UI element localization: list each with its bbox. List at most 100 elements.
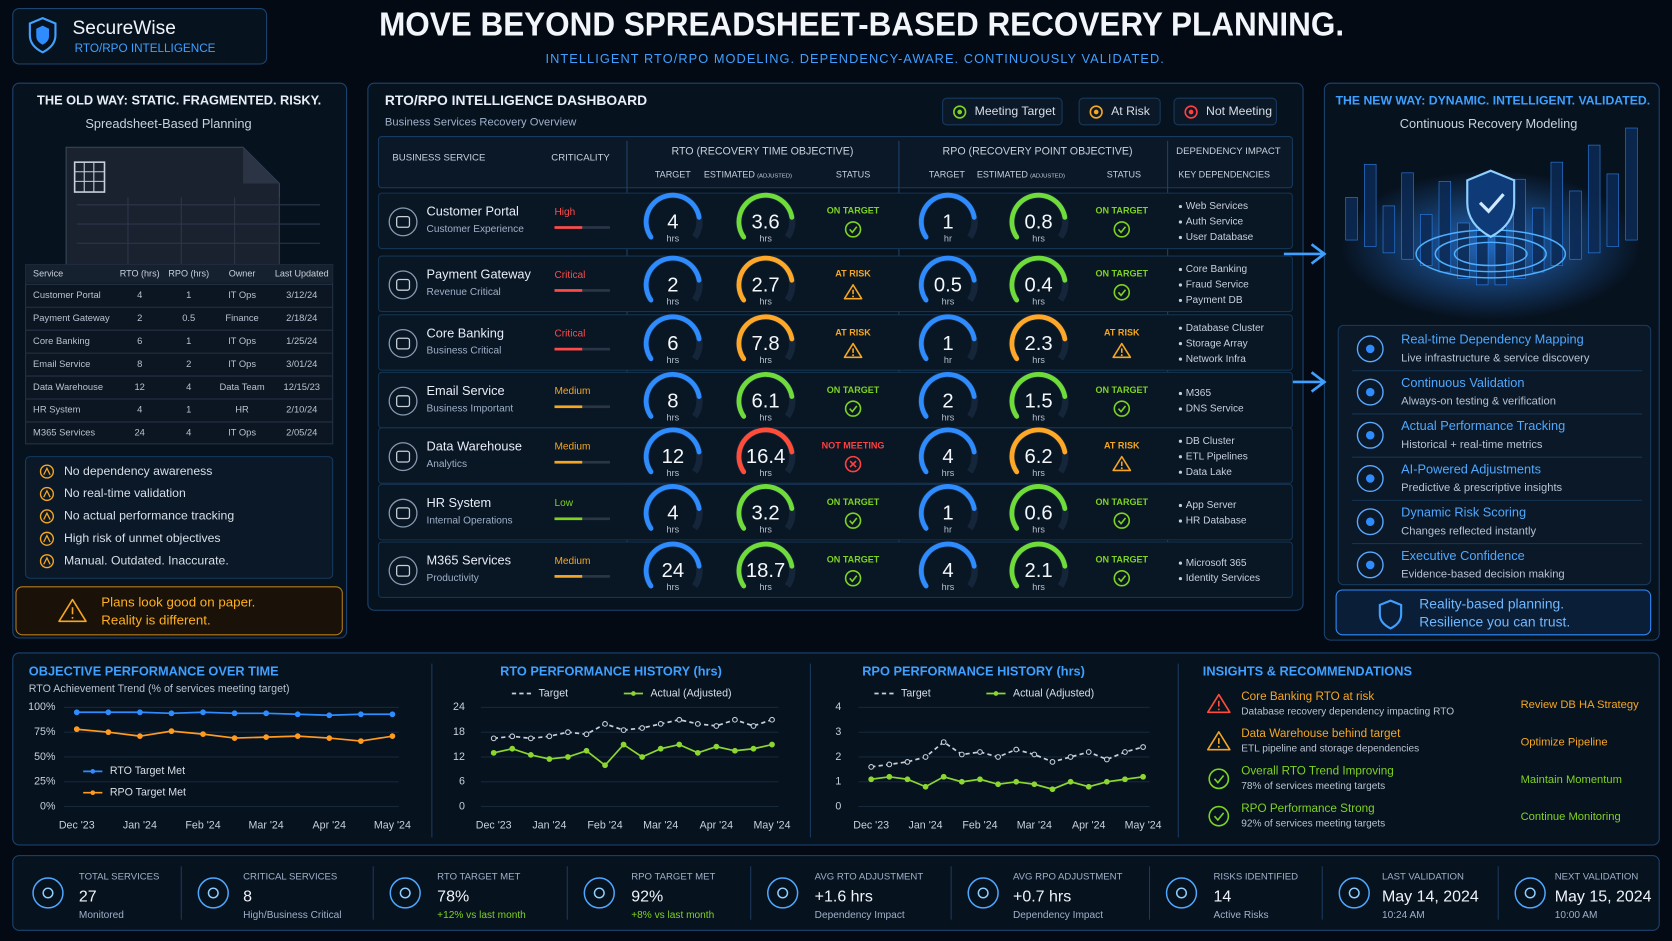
dependency-bullet [1178, 519, 1183, 523]
table-cell: 12/15/23 [284, 382, 320, 392]
service-sub: Customer Experience [427, 224, 525, 235]
feature-desc: Evidence-based decision making [1401, 568, 1565, 580]
data-point [1013, 746, 1020, 753]
data-point [263, 710, 270, 717]
check-mark [1117, 517, 1127, 525]
flow-arrow [1283, 243, 1327, 265]
dependency-bullet [1178, 298, 1183, 303]
feature-icon [1356, 378, 1384, 406]
column-subheader: TARGET [929, 169, 965, 179]
table-header-row [25, 264, 333, 283]
insight-desc: 78% of services meeting targets [1241, 781, 1385, 792]
service-name: Payment Gateway [427, 267, 532, 282]
table-cell: 2/10/24 [286, 405, 317, 415]
status-label: ON TARGET [827, 555, 880, 565]
feature-title: Executive Confidence [1401, 548, 1525, 563]
feature-title: Dynamic Risk Scoring [1401, 505, 1526, 520]
dependency-bullet [1178, 391, 1183, 396]
service-row [378, 192, 1293, 250]
gauge-unit: hrs [759, 233, 772, 243]
data-point [105, 709, 112, 716]
column-header: Service [33, 269, 63, 279]
gauge-arc [736, 314, 795, 362]
criticality-label: Medium [554, 556, 590, 567]
kpi-value: May 14, 2024 [1382, 888, 1479, 905]
service-name: M365 Services [427, 553, 512, 568]
table-cell: IT Ops [228, 290, 256, 300]
data-point [294, 733, 301, 740]
gauge-unit: hrs [1032, 468, 1045, 478]
data-point [546, 733, 553, 740]
gauge-value: 6.1 [752, 391, 780, 413]
illustration-building [1513, 178, 1526, 279]
closing-box [1335, 589, 1652, 636]
service-name: Core Banking [427, 325, 504, 340]
data-point [1122, 776, 1128, 783]
x-tick-label: Jan '24 [909, 820, 943, 832]
status-icon [1206, 731, 1231, 751]
gauge-value: 1 [942, 211, 953, 233]
column-header: BUSINESS SERVICE [392, 152, 485, 163]
column-subheader: (ADJUSTED) [1030, 174, 1065, 180]
gauge-value: 2.3 [1025, 333, 1053, 355]
kpi-icon-dot [1175, 887, 1188, 899]
criticality-label: Low [554, 498, 573, 509]
dependency-bullet [1178, 357, 1183, 361]
data-point [137, 733, 143, 740]
issue-text: High risk of unmet objectives [64, 531, 221, 545]
kpi-sub: Monitored [79, 910, 124, 921]
dependency-bullet [1178, 342, 1183, 346]
data-point [137, 709, 143, 716]
feature-icon [1356, 335, 1384, 363]
dependency: Fraud Service [1186, 280, 1249, 291]
dependency: Network Infra [1186, 354, 1247, 365]
illustration-shield [1466, 169, 1516, 239]
dependency: HR Database [1186, 516, 1247, 527]
service-icon [388, 329, 418, 359]
table-cell: 1 [186, 336, 191, 346]
kpi-label: LAST VALIDATION [1382, 872, 1464, 883]
service-icon-glyph [396, 395, 411, 408]
service-icon-glyph [396, 564, 411, 577]
document-fold [243, 147, 280, 184]
data-point [602, 721, 608, 727]
data-point [231, 735, 238, 741]
data-point [995, 754, 1001, 760]
x-tick-label: Apr '24 [1072, 820, 1105, 832]
service-icon [388, 270, 418, 300]
status-ring [844, 400, 862, 417]
data-point [977, 749, 983, 755]
column-header: KEY DEPENDENCIES [1178, 169, 1270, 179]
legend-label: Meeting Target [975, 104, 1056, 118]
dependency: M365 [1186, 388, 1212, 399]
status-ring [844, 221, 862, 238]
series-line [493, 743, 773, 767]
data-point [977, 776, 983, 783]
issue-icon-mark [43, 534, 51, 543]
data-point [750, 745, 757, 752]
y-tick-label: 3 [835, 726, 841, 738]
issue-icon [39, 509, 55, 524]
kpi-icon-dot [42, 887, 54, 899]
dependency: DNS Service [1186, 404, 1244, 415]
kpi-icon-dot [777, 887, 789, 899]
table-cell: Finance [225, 313, 258, 323]
kpi-label: AVG RTO ADJUSTMENT [815, 872, 924, 883]
service-icon-glyph [396, 507, 411, 520]
dependency: Auth Service [1186, 217, 1244, 228]
insight-desc: 92% of services meeting targets [1241, 818, 1385, 829]
y-tick-label: 0 [459, 800, 465, 812]
gauge-arc [1009, 541, 1068, 589]
gauge-unit: hr [944, 233, 952, 243]
data-point [657, 721, 664, 727]
gauge-unit: hr [944, 355, 952, 365]
gauge-arc [643, 372, 702, 419]
column-header: CRITICALITY [551, 152, 610, 163]
y-tick-label: 0% [40, 800, 56, 812]
kpi-icon-dot [593, 887, 605, 899]
y-tick-label: 18 [453, 726, 465, 738]
gauge-unit: hrs [667, 413, 680, 423]
kpi-icon [389, 877, 421, 909]
